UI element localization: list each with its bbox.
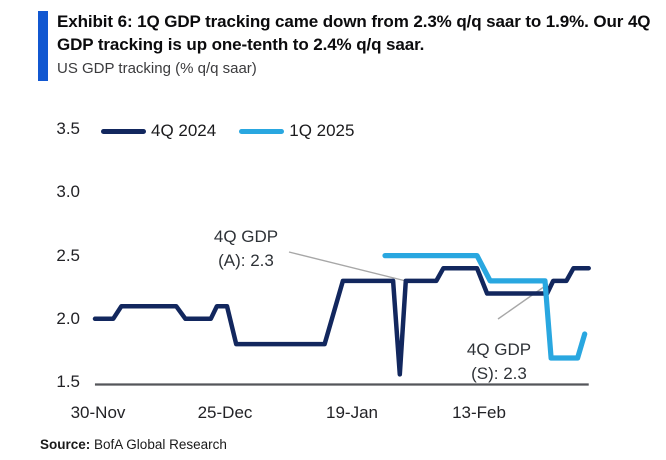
y-tick-label: 1.5 [56,372,80,391]
y-tick-label: 3.0 [56,182,80,202]
y-tick-label: 2.5 [56,245,80,265]
y-tick-label: 3.5 [56,119,80,139]
legend-label-4q-2024: 4Q 2024 [151,121,217,140]
x-tick-label: 30-Nov [70,403,126,422]
annotation-4q-gdp-second: 4Q GDP (S): 2.3 [434,338,564,386]
header: Exhibit 6: 1Q GDP tracking came down fro… [57,10,655,79]
title-accent-bar [38,11,48,81]
chart-legend: 4Q 2024 1Q 2025 [101,121,354,141]
chart-subtitle: US GDP tracking (% q/q saar) [57,60,257,77]
x-tick-label: 13-Feb [452,403,506,422]
source-label: Source: [40,437,91,452]
annotation-line: 4Q GDP [213,227,279,246]
legend-swatch-4q-2024 [101,128,146,134]
series-line-4q-2024 [92,265,591,377]
source-text: BofA Global Research [94,437,227,452]
y-tick-label: 2.0 [56,308,80,328]
legend-item-1q-2025: 1Q 2025 [239,121,354,141]
exhibit-title: Exhibit 6: 1Q GDP tracking came down fro… [57,12,651,54]
annotation-callout-line-1 [497,283,549,320]
source-line: Source: BofA Global Research [40,437,227,453]
legend-swatch-1q-2025 [239,128,285,134]
legend-label-1q-2025: 1Q 2025 [289,121,355,140]
series-line-1q-2025 [382,253,588,361]
annotation-4q-gdp-advance: 4Q GDP (A): 2.3 [181,225,311,273]
annotation-callout-line-0 [288,251,407,282]
legend-item-4q-2024: 4Q 2024 [101,121,216,141]
annotation-line: (S): 2.3 [471,364,527,383]
x-tick-label: 19-Jan [326,403,378,422]
annotation-line: (A): 2.3 [218,251,274,270]
annotation-line: 4Q GDP [466,340,532,359]
x-tick-label: 25-Dec [197,403,253,422]
